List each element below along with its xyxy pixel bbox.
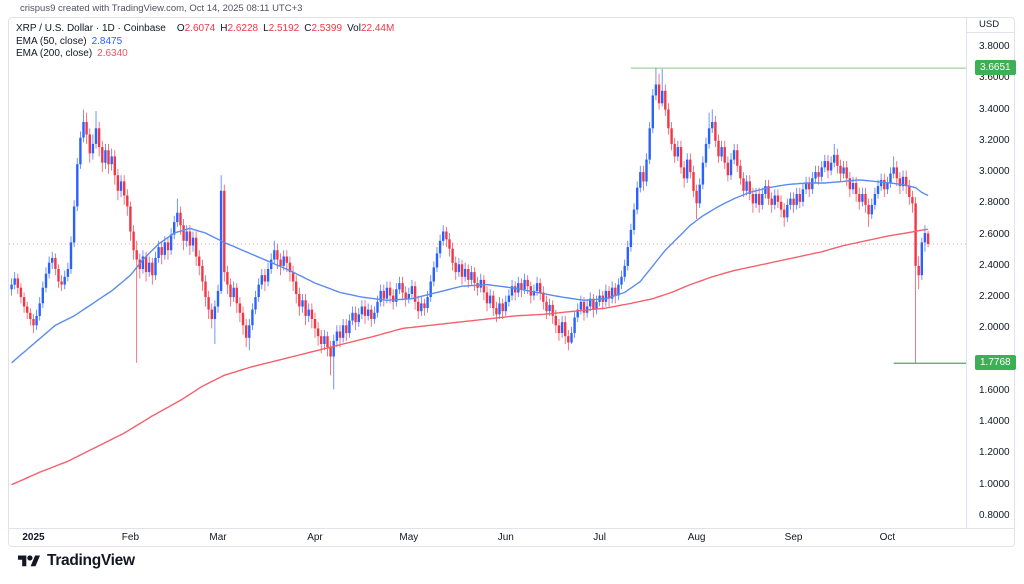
price-tick: 3.4000 (979, 103, 1010, 115)
volume-label: Vol (347, 23, 361, 34)
price-axis[interactable]: USD 3.8000 3.6000 3.4000 3.2000 3.0000 2.8000… (966, 18, 1016, 529)
price-tick: 2.8000 (979, 197, 1010, 209)
price-level-badge: 1.7768 (975, 355, 1016, 371)
price-level-badge: 3.6651 (975, 60, 1016, 76)
chart-legend: XRP / U.S. Dollar · 1D · Coinbase O 2.60… (16, 23, 394, 61)
low-label: L (263, 23, 269, 34)
time-tick: Feb (121, 532, 140, 543)
tradingview-logo-text: TradingView (47, 552, 135, 569)
symbol-title: XRP / U.S. Dollar · 1D · Coinbase (16, 23, 166, 34)
price-tick: 3.0000 (979, 166, 1010, 178)
price-tick: 1.4000 (979, 416, 1010, 428)
price-tick: 1.6000 (979, 384, 1010, 396)
ema50-value: 2.8475 (91, 35, 123, 47)
time-tick: Apr (307, 532, 323, 543)
time-axis[interactable]: 2025 Feb Mar Apr May Jun Jul Aug Sep Oct (9, 528, 1014, 546)
price-tick: 2.6000 (979, 228, 1010, 240)
high-value: 2.6228 (227, 23, 259, 34)
price-tick: 2.2000 (979, 291, 1010, 303)
low-value: 2.5192 (268, 23, 300, 34)
open-label: O (176, 23, 185, 34)
high-label: H (220, 23, 228, 34)
chart-plot-area[interactable] (9, 18, 966, 531)
price-tick: 0.8000 (979, 509, 1010, 521)
ema200-value: 2.6340 (97, 48, 128, 59)
ema50-line[interactable] (11, 179, 929, 364)
price-tick: 3.8000 (979, 41, 1010, 52)
legend-ema50-row[interactable]: EMA (50, close) 2.8475 (16, 36, 394, 47)
tradingview-logo-icon (18, 554, 40, 566)
time-tick: Oct (879, 532, 896, 543)
time-tick: 2025 (22, 532, 45, 543)
time-tick: Mar (209, 532, 227, 543)
price-tick: 2.0000 (979, 322, 1010, 334)
time-tick: Aug (687, 532, 706, 543)
ema200-line[interactable] (11, 228, 929, 486)
price-tick: 1.2000 (979, 447, 1010, 459)
price-tick: 1.0000 (979, 478, 1010, 490)
price-tick: 2.4000 (979, 259, 1010, 271)
volume-value: 22.44M (360, 23, 395, 34)
price-tick: 3.2000 (979, 134, 1010, 146)
legend-ema200-row[interactable]: EMA (200, close) 2.6340 (16, 48, 394, 59)
close-label: C (304, 23, 312, 34)
open-value: 2.6074 (184, 23, 216, 34)
time-tick: May (399, 532, 419, 543)
attribution-text: crispus9 created with TradingView.com, O… (20, 3, 303, 14)
candlestick-chart[interactable] (9, 18, 966, 531)
time-tick: Jul (593, 532, 607, 543)
tradingview-logo[interactable]: TradingView (18, 552, 135, 570)
ema200-label: EMA (200, close) (16, 48, 93, 59)
candles-layer (10, 68, 930, 390)
time-tick: Sep (784, 532, 803, 543)
price-axis-unit: USD (967, 18, 1014, 33)
legend-symbol-row[interactable]: XRP / U.S. Dollar · 1D · Coinbase O 2.60… (16, 23, 394, 34)
time-tick: Jun (497, 532, 514, 543)
ema50-label: EMA (50, close) (16, 35, 87, 47)
price-tick: 3.6000 (979, 72, 1010, 84)
chart-frame: XRP / U.S. Dollar · 1D · Coinbase O 2.60… (8, 17, 1016, 547)
close-value: 2.5399 (311, 23, 343, 34)
